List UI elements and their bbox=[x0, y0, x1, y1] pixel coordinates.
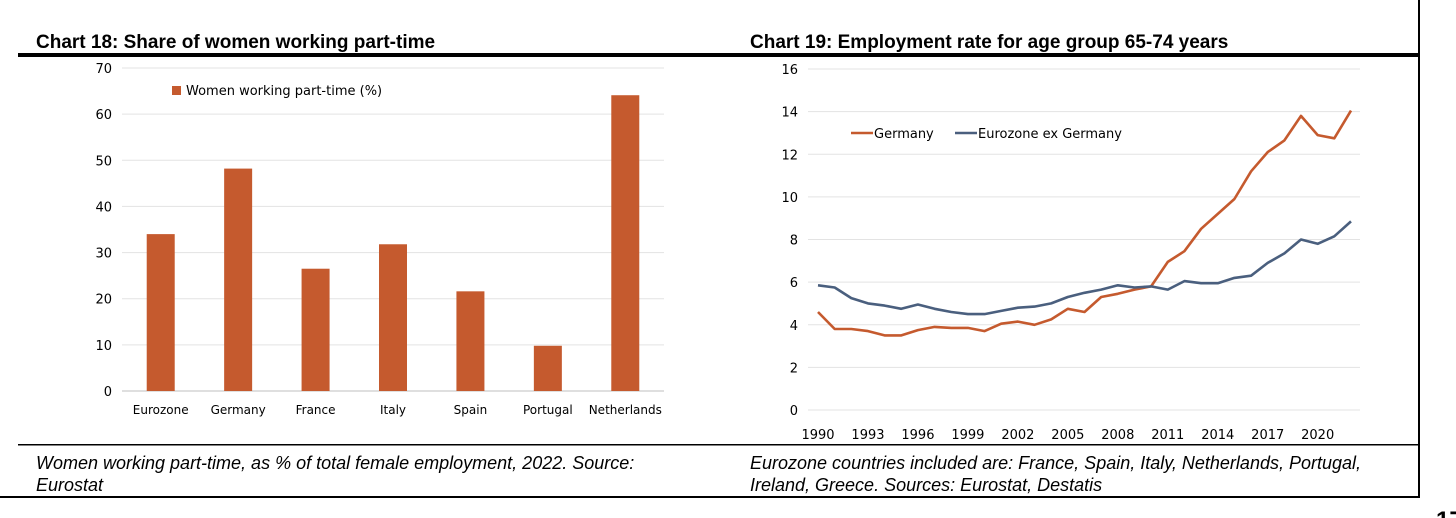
x-tick-label: 1990 bbox=[801, 428, 834, 443]
legend-label: Women working part-time (%) bbox=[186, 84, 382, 99]
x-tick-label: 1993 bbox=[851, 428, 884, 443]
line-eurozone-ex-germany bbox=[817, 220, 1352, 316]
legend-label: Germany bbox=[874, 127, 934, 142]
x-tick-label: Germany bbox=[211, 403, 266, 417]
x-tick-label: 2008 bbox=[1101, 428, 1134, 443]
chart18-caption-line1: Women working part-time, as % of total f… bbox=[36, 453, 634, 473]
line-germany bbox=[817, 109, 1353, 337]
x-tick-label: 2017 bbox=[1251, 428, 1284, 443]
bar-germany bbox=[224, 168, 253, 391]
y-tick-label: 4 bbox=[790, 319, 798, 334]
x-tick-label: France bbox=[296, 403, 336, 417]
caption-rule bbox=[18, 444, 1420, 446]
page-number: 17 bbox=[1436, 507, 1456, 518]
bar-italy bbox=[379, 244, 407, 391]
x-tick-label: 2011 bbox=[1151, 428, 1184, 443]
y-tick-label: 60 bbox=[95, 108, 112, 123]
y-tick-label: 40 bbox=[95, 200, 112, 215]
y-tick-label: 12 bbox=[781, 148, 798, 163]
y-tick-label: 50 bbox=[95, 154, 112, 169]
bottom-rule bbox=[0, 496, 1420, 498]
y-tick-label: 16 bbox=[781, 63, 798, 78]
bar-chart: 0 10 20 30 40 50 60 70 Eurozone Germany France Ital… bbox=[95, 62, 664, 417]
y-tick-label: 30 bbox=[95, 247, 112, 262]
x-tick-label: 1996 bbox=[901, 428, 934, 443]
legend-swatch bbox=[172, 86, 181, 95]
x-tick-label: 2005 bbox=[1051, 428, 1084, 443]
y-tick-label: 10 bbox=[781, 191, 798, 206]
y-tick-label: 6 bbox=[790, 276, 798, 291]
bar-france bbox=[301, 268, 330, 391]
x-tick-label: Italy bbox=[380, 403, 406, 417]
y-tick-label: 14 bbox=[781, 106, 798, 121]
x-tick-label: 2020 bbox=[1301, 428, 1334, 443]
x-tick-label: Eurozone bbox=[133, 403, 189, 417]
bar-spain bbox=[456, 291, 485, 391]
chart19-title: Chart 19: Employment rate for age group … bbox=[750, 32, 1228, 53]
bar-portugal bbox=[533, 345, 562, 391]
x-tick-label: 1999 bbox=[951, 428, 984, 443]
bar-eurozone bbox=[146, 234, 175, 391]
x-tick-label: Portugal bbox=[523, 403, 573, 417]
legend-label: Eurozone ex Germany bbox=[978, 127, 1122, 142]
y-tick-label: 2 bbox=[790, 361, 798, 376]
y-tick-label: 10 bbox=[95, 339, 112, 354]
title-rule bbox=[18, 53, 1420, 57]
bar-netherlands bbox=[611, 95, 640, 391]
chart18-caption-line2: Eurostat bbox=[36, 475, 104, 495]
x-tick-label: 2002 bbox=[1001, 428, 1034, 443]
chart19-caption-line1: Eurozone countries included are: France,… bbox=[750, 453, 1361, 473]
y-tick-label: 0 bbox=[104, 385, 112, 400]
y-tick-label: 8 bbox=[790, 234, 798, 249]
chart18-title: Chart 18: Share of women working part-ti… bbox=[36, 32, 435, 53]
line-chart: 0 2 4 6 8 10 12 14 16 1990 1993 1996 1999 2002 2005 200… bbox=[781, 63, 1360, 443]
page-right-border bbox=[1418, 0, 1420, 498]
y-tick-label: 0 bbox=[790, 404, 798, 419]
chart19-caption-line2: Ireland, Greece. Sources: Eurostat, Dest… bbox=[750, 475, 1102, 495]
y-tick-label: 70 bbox=[95, 62, 112, 77]
x-tick-label: Netherlands bbox=[589, 403, 662, 417]
y-tick-label: 20 bbox=[95, 293, 112, 308]
x-tick-label: Spain bbox=[454, 403, 488, 417]
x-tick-label: 2014 bbox=[1201, 428, 1234, 443]
